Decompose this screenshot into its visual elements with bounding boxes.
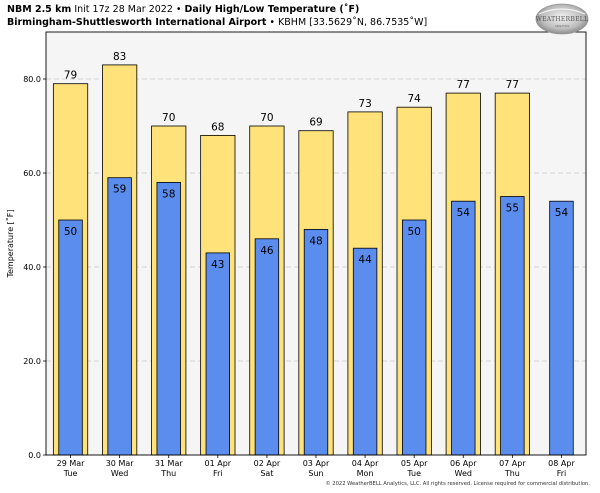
high-temp-label: 77	[506, 79, 519, 91]
low-temp-bar	[58, 219, 83, 456]
station-name: Birmingham-Shuttlesworth International A…	[7, 17, 267, 28]
low-temp-label: 50	[64, 226, 77, 238]
y-tick-label: 0.0	[28, 451, 41, 460]
low-temp-label: 54	[457, 207, 471, 219]
x-tick-day: Fri	[213, 469, 223, 478]
high-temp-label: 73	[358, 98, 371, 110]
station-info: KBHM [33.5629˚N, 86.7535˚W]	[278, 17, 428, 28]
x-tick-day: Tue	[63, 469, 78, 478]
x-tick-date: 03 Apr	[303, 459, 330, 468]
chart-title: Daily High/Low Temperature (˚F)	[184, 4, 360, 15]
y-axis-label: Temperature [˚F]	[5, 209, 15, 278]
low-temp-label: 46	[260, 245, 274, 257]
high-temp-label: 83	[113, 51, 126, 63]
low-temp-label: 50	[407, 226, 420, 238]
chart-header-line1: NBM 2.5 km Init 17z 28 Mar 2022 • Daily …	[7, 4, 359, 16]
low-temp-bar	[549, 200, 574, 456]
header-bullet-2: •	[269, 17, 276, 28]
low-temp-label: 48	[309, 235, 322, 247]
logo-text: WEATHERBELL	[536, 16, 589, 23]
x-tick-date: 01 Apr	[205, 459, 232, 468]
low-temp-bar	[205, 252, 230, 456]
low-temp-bar	[401, 219, 427, 456]
y-tick-label: 40.0	[23, 263, 41, 272]
x-tick-day: Mon	[357, 469, 374, 478]
low-temp-bar	[254, 238, 280, 456]
x-tick-date: 07 Apr	[499, 459, 526, 468]
init-time: Init 17z 28 Mar 2022	[74, 4, 173, 15]
low-temp-label: 58	[162, 188, 175, 200]
low-temp-label: 44	[358, 254, 372, 266]
x-tick-date: 04 Apr	[352, 459, 379, 468]
low-temp-bar	[156, 181, 181, 456]
low-temp-label: 54	[555, 207, 569, 219]
x-tick-date: 30 Mar	[106, 459, 135, 468]
low-temp-bar	[303, 228, 329, 456]
high-temp-label: 79	[64, 70, 77, 82]
x-tick-day: Sat	[260, 469, 273, 478]
copyright-notice: © 2022 WeatherBELL Analytics, LLC. All r…	[325, 481, 590, 487]
low-temp-bar	[500, 196, 525, 456]
y-tick-label: 20.0	[23, 357, 41, 366]
x-tick-date: 06 Apr	[450, 459, 477, 468]
weatherbell-logo: WEATHERBELL ANALYTICS	[535, 3, 589, 35]
low-temp-bar	[107, 177, 132, 456]
x-tick-day: Wed	[111, 469, 128, 478]
low-temp-label: 59	[113, 184, 126, 196]
high-temp-label: 70	[260, 112, 273, 124]
x-tick-date: 02 Apr	[254, 459, 281, 468]
x-tick-date: 05 Apr	[401, 459, 428, 468]
x-tick-day: Thu	[504, 469, 520, 478]
x-tick-day: Fri	[557, 469, 567, 478]
x-tick-day: Thu	[160, 469, 176, 478]
logo-subtext: ANALYTICS	[555, 24, 569, 28]
high-temp-label: 77	[457, 79, 470, 91]
x-tick-date: 31 Mar	[155, 459, 184, 468]
low-temp-bar	[352, 247, 378, 456]
model-name: NBM 2.5 km	[7, 4, 72, 15]
header-bullet: •	[175, 4, 182, 15]
x-tick-day: Wed	[455, 469, 472, 478]
x-tick-date: 29 Mar	[57, 459, 86, 468]
x-tick-date: 08 Apr	[548, 459, 575, 468]
low-temp-bar	[451, 200, 476, 456]
high-temp-label: 68	[211, 121, 224, 133]
high-temp-label: 74	[407, 93, 421, 105]
chart-header-line2: Birmingham-Shuttlesworth International A…	[7, 17, 427, 29]
plot-frame	[45, 31, 587, 456]
y-tick-label: 60.0	[23, 169, 41, 178]
low-temp-label: 55	[506, 203, 519, 215]
low-temp-label: 43	[211, 259, 224, 271]
y-tick-label: 80.0	[23, 75, 41, 84]
x-tick-day: Tue	[406, 469, 421, 478]
x-tick-day: Sun	[308, 469, 323, 478]
high-temp-label: 70	[162, 112, 175, 124]
high-temp-label: 69	[309, 117, 322, 129]
